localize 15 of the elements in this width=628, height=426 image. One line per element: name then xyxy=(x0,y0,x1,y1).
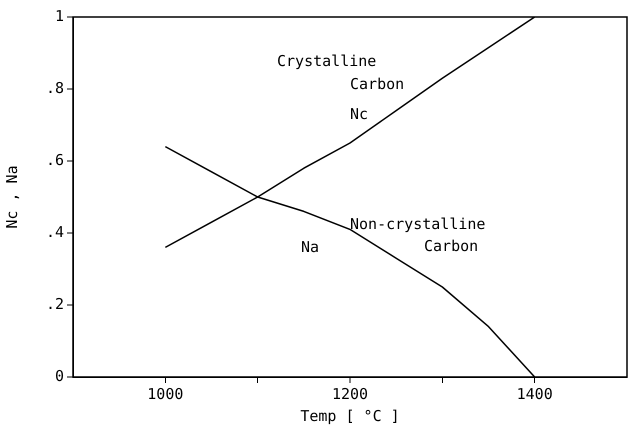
series-label: Nc xyxy=(350,104,368,123)
y-tick-label: 1 xyxy=(54,6,64,25)
y-tick-label: .8 xyxy=(46,78,64,97)
y-tick-label: .6 xyxy=(46,150,64,169)
y-tick-label: .4 xyxy=(46,222,64,241)
annotation: Non-crystalline Carbon xyxy=(350,214,486,255)
annotation: Crystalline Carbon xyxy=(277,52,404,93)
x-tick-label: 1200 xyxy=(332,384,368,403)
x-axis-title: Temp [ °C ] xyxy=(300,406,400,425)
y-axis-title: Nc , Na xyxy=(2,165,21,229)
x-tick-label: 1400 xyxy=(516,384,553,403)
y-tick-label: .2 xyxy=(46,294,64,313)
series-label: Na xyxy=(301,238,320,256)
x-tick-label: 1000 xyxy=(147,384,184,403)
y-tick-label: 0 xyxy=(54,366,64,385)
